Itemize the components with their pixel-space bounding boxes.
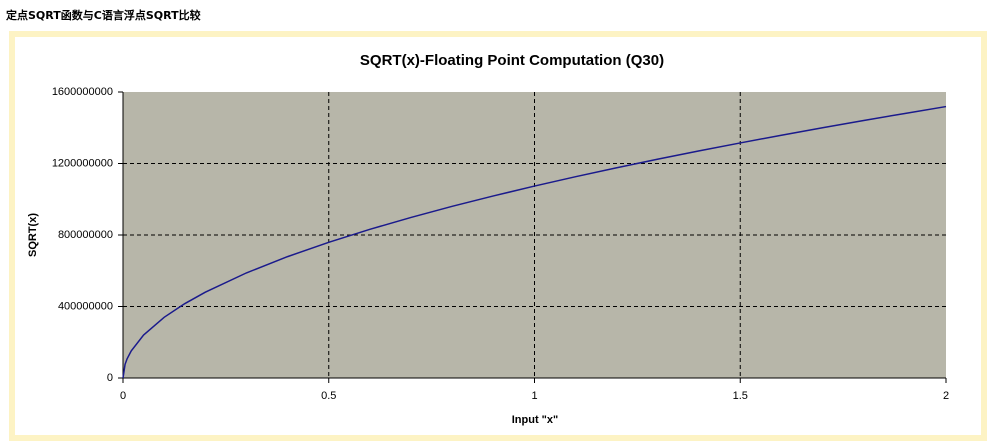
chart-title: SQRT(x)-Floating Point Computation (Q30) (360, 52, 664, 69)
x-tick-label: 1.5 (733, 390, 748, 402)
x-tick-label: 2 (943, 390, 949, 402)
caption: 定点SQRT函数与C语言浮点SQRT比较 (6, 9, 201, 22)
y-tick-label: 800000000 (58, 229, 113, 241)
y-tick-label: 0 (107, 372, 113, 384)
x-axis-label: Input "x" (512, 414, 558, 426)
x-tick-label: 0.5 (321, 390, 336, 402)
y-tick-label: 400000000 (58, 300, 113, 312)
data-line (122, 105, 947, 379)
y-tick-label: 1200000000 (52, 157, 113, 169)
y-tick-label: 1600000000 (52, 86, 113, 98)
x-tick-label: 0 (120, 390, 126, 402)
y-axis-label: SQRT(x) (27, 213, 39, 257)
x-tick-label: 1 (531, 390, 537, 402)
